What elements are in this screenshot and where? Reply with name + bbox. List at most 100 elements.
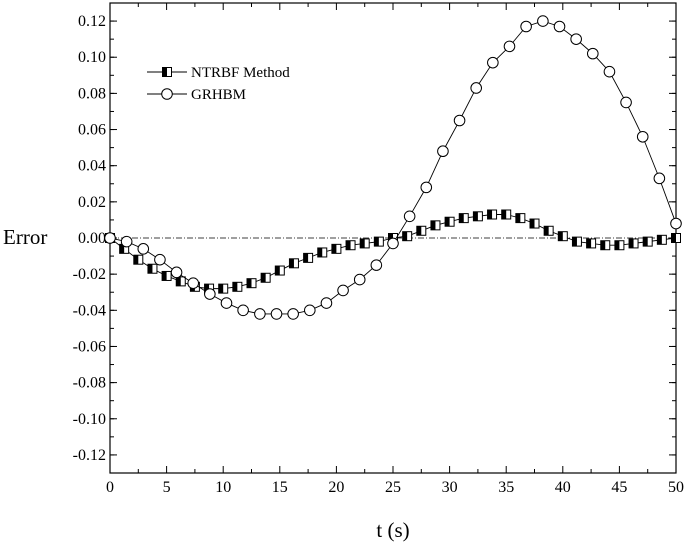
data-point-grhbm — [287, 308, 299, 320]
data-point-grhbm — [320, 297, 333, 309]
data-point-ntrbf-method — [656, 234, 667, 245]
data-point-ntrbf-method — [430, 220, 441, 231]
marker-square-fill — [530, 219, 535, 229]
data-point-grhbm — [653, 172, 666, 185]
data-point-grhbm — [337, 284, 349, 297]
data-point-grhbm — [537, 15, 549, 27]
y-tick-label: -0.02 — [73, 266, 106, 283]
marker-square-fill — [133, 255, 139, 265]
data-point-ntrbf-method — [288, 258, 299, 269]
marker-square-fill — [657, 235, 662, 245]
data-point-ntrbf-method — [161, 270, 172, 281]
data-point-ntrbf-method — [614, 240, 625, 251]
data-point-grhbm — [620, 96, 632, 109]
marker-square-fill — [162, 271, 167, 281]
data-point-grhbm — [270, 308, 283, 320]
y-tick-label: -0.12 — [73, 447, 106, 464]
marker-square-fill — [558, 231, 563, 241]
marker-square-fill — [303, 253, 309, 263]
data-point-ntrbf-method — [133, 254, 144, 265]
marker-square-fill — [416, 226, 422, 236]
y-tick-label: 0.12 — [78, 13, 106, 30]
data-point-grhbm — [553, 20, 566, 33]
data-point-grhbm — [403, 210, 416, 223]
x-tick-label: 20 — [328, 479, 344, 496]
data-point-grhbm — [603, 65, 616, 78]
x-tick-label: 5 — [163, 479, 171, 496]
y-tick-label: 0.06 — [78, 122, 106, 139]
marker-square-fill — [586, 238, 592, 248]
data-point-grhbm — [437, 145, 449, 158]
data-point-grhbm — [570, 33, 582, 45]
marker-square-fill — [261, 273, 266, 283]
data-point-ntrbf-method — [458, 213, 469, 224]
y-tick-label: -0.06 — [73, 338, 106, 355]
marker-square-fill — [289, 258, 294, 268]
x-axis-title: t (s) — [376, 518, 409, 542]
x-tick-label: 25 — [385, 479, 401, 496]
marker-square-fill — [459, 213, 464, 223]
data-point-ntrbf-method — [543, 225, 554, 236]
data-point-ntrbf-method — [303, 252, 314, 263]
data-point-ntrbf-method — [218, 283, 229, 294]
marker-square-fill — [147, 264, 153, 274]
data-point-grhbm — [220, 297, 233, 309]
x-tick-label: 40 — [555, 479, 571, 496]
marker-square-fill — [331, 244, 337, 254]
data-point-grhbm — [204, 288, 216, 300]
x-tick-label: 0 — [106, 479, 114, 496]
data-point-ntrbf-method — [147, 263, 158, 274]
data-point-ntrbf-method — [444, 216, 455, 227]
marker-square-fill — [247, 278, 252, 288]
series-line-ntrbf-method — [109, 214, 677, 290]
data-point-ntrbf-method — [600, 240, 611, 251]
tick-labels: 0.12 0.10 0.08 0.06 0.04 0.02 0.00 -0.02 -0.04 -0… — [73, 13, 684, 496]
data-point-grhbm — [487, 56, 499, 69]
data-point-grhbm — [137, 243, 150, 255]
data-point-grhbm — [453, 114, 466, 127]
data-point-ntrbf-method — [628, 238, 639, 249]
marker-square-fill — [162, 67, 167, 77]
data-point-ntrbf-method — [402, 231, 413, 242]
data-point-grhbm — [353, 273, 366, 286]
legend-item-ntrbf-method: NTRBF Method — [147, 65, 290, 81]
marker-square-fill — [629, 238, 634, 248]
data-point-grhbm — [303, 304, 316, 317]
data-point-grhbm — [237, 304, 249, 317]
y-tick-label: 0.04 — [78, 158, 106, 175]
data-point-grhbm — [187, 277, 200, 289]
data-point-grhbm — [520, 20, 532, 33]
marker-square-fill — [614, 240, 620, 250]
marker-square-fill — [501, 210, 507, 219]
data-point-ntrbf-method — [472, 211, 483, 222]
y-tick-label: -0.10 — [73, 411, 106, 428]
marker-square-fill — [671, 233, 676, 243]
data-point-ntrbf-method — [175, 276, 186, 287]
x-tick-label: 50 — [668, 479, 684, 496]
marker-square-fill — [176, 276, 181, 286]
data-point-ntrbf-method — [515, 213, 526, 224]
x-tick-label: 30 — [442, 479, 458, 496]
y-tick-label: 0.08 — [78, 85, 106, 102]
data-point-grhbm — [154, 253, 166, 266]
marker-square-fill — [600, 240, 606, 250]
data-point-ntrbf-method — [246, 278, 257, 289]
y-tick-label: -0.04 — [73, 302, 106, 319]
axis-ticks — [109, 2, 677, 474]
legend-marker-ntrbf-method — [162, 67, 172, 77]
legend-label-ntrbf-method: NTRBF Method — [191, 65, 290, 81]
x-tick-label: 10 — [215, 479, 231, 496]
data-point-ntrbf-method — [557, 231, 568, 242]
data-point-ntrbf-method — [232, 281, 243, 292]
y-axis-title: Error — [3, 225, 47, 249]
marker-square-fill — [388, 233, 393, 243]
marker-square-fill — [402, 231, 408, 241]
data-point-grhbm — [387, 237, 399, 250]
marker-square-fill — [232, 282, 238, 292]
marker-square-fill — [119, 244, 125, 254]
data-point-ntrbf-method — [373, 236, 384, 247]
data-point-ntrbf-method — [416, 225, 427, 236]
legend: NTRBF Method GRHBM — [147, 65, 290, 103]
data-point-grhbm — [254, 308, 266, 320]
